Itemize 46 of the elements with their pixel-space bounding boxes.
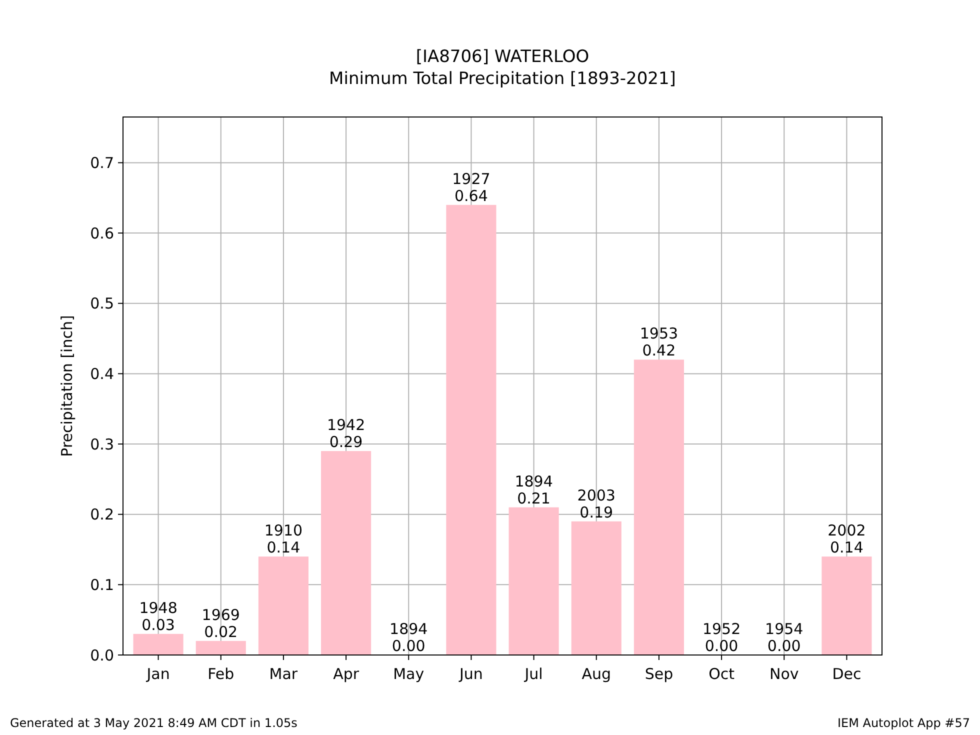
x-tick-label: Jul: [524, 665, 543, 683]
bar: [822, 556, 872, 655]
y-tick-label: 0.6: [90, 224, 114, 242]
y-tick-label: 0.7: [90, 154, 114, 172]
bar: [258, 556, 308, 655]
data-label: 1927 0.64: [452, 170, 490, 205]
bar: [571, 521, 622, 655]
bar: [133, 634, 184, 655]
x-tick-label: Sep: [644, 665, 674, 683]
x-tick-label: Aug: [582, 665, 612, 683]
text: IEM Autoplot App #57: [837, 716, 970, 730]
data-label: 2003 0.19: [577, 486, 616, 522]
bar: [446, 204, 496, 655]
y-tick-label: 0.5: [90, 294, 114, 313]
x-tick-label: Oct: [708, 665, 735, 683]
y-tick-label: 0.3: [90, 435, 114, 454]
text: Generated at 3 May 2021 8:49 AM CDT in 1.05s: [10, 716, 298, 730]
x-tick-label: Nov: [769, 665, 799, 683]
data-label: 1954 0.00: [765, 620, 804, 655]
data-label: 1969 0.02: [202, 606, 240, 641]
y-axis-title: Precipitation [inch]: [58, 315, 76, 457]
data-label: 2002 0.14: [828, 522, 866, 557]
data-label: 1894 0.21: [514, 472, 553, 508]
y-tick-label: 0.1: [90, 576, 114, 594]
x-tick-label: Apr: [333, 665, 360, 683]
data-label: 1952 0.00: [702, 620, 741, 655]
y-tick-label: 0.0: [90, 646, 114, 664]
y-tick-label: 0.2: [90, 506, 114, 524]
x-tick-label: Dec: [832, 665, 862, 683]
chart-subtitle: Minimum Total Precipitation [1893-2021]: [329, 69, 676, 89]
x-tick-label: Jun: [458, 665, 483, 683]
data-label: 1942 0.29: [326, 416, 366, 452]
bar: [508, 507, 559, 655]
bar: [196, 640, 246, 655]
data-label: 1910 0.14: [264, 522, 303, 557]
x-tick-label: Mar: [269, 665, 298, 683]
y-tick-label: 0.4: [90, 364, 114, 383]
x-tick-label: Jan: [146, 665, 170, 683]
bar: [634, 360, 684, 655]
x-tick-label: Feb: [208, 665, 234, 683]
x-tick-label: May: [393, 665, 424, 683]
data-label: 1948 0.03: [139, 598, 178, 634]
chart-title: [IA8706] WATERLOO: [416, 47, 590, 67]
data-label: 1953 0.42: [640, 324, 678, 360]
bar: [321, 451, 372, 655]
data-label: 1894 0.00: [390, 620, 428, 655]
